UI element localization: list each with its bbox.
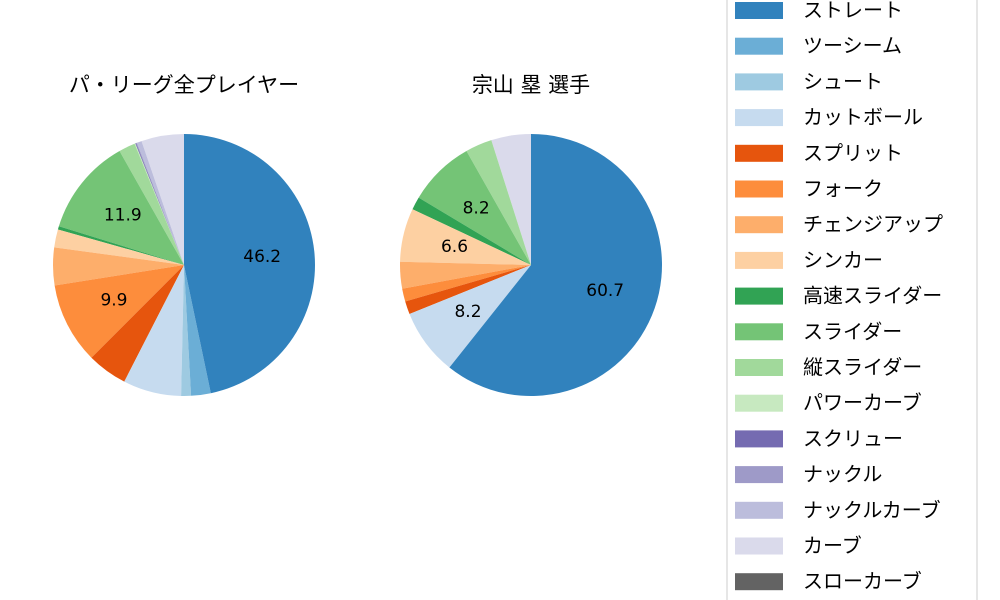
pie-slice-1-3 xyxy=(409,265,531,368)
legend-swatch-13 xyxy=(735,466,783,484)
pie-pct-label-0-9: 11.9 xyxy=(104,206,142,226)
legend-swatch-4 xyxy=(735,144,783,162)
legend-swatch-14 xyxy=(735,501,783,519)
legend-label-7: シンカー xyxy=(803,248,883,272)
legend-swatch-15 xyxy=(735,537,783,555)
legend-swatch-1 xyxy=(735,37,783,55)
pie-slice-1-4 xyxy=(405,265,531,314)
pie-slice-0-10 xyxy=(119,143,184,265)
pie-slice-0-11 xyxy=(134,143,184,265)
pie-slice-0-6 xyxy=(52,247,184,286)
legend-label-8: 高速スライダー xyxy=(803,284,942,308)
legend-label-13: ナックル xyxy=(803,462,882,486)
legend-swatch-16 xyxy=(735,573,783,591)
legend-swatch-8 xyxy=(735,287,783,305)
legend-label-0: ストレート xyxy=(803,0,903,22)
pie-slice-0-5 xyxy=(54,265,184,358)
pie-slice-0-9 xyxy=(58,150,184,265)
pie-slice-0-1 xyxy=(184,265,211,396)
pie-pct-label-1-9: 8.2 xyxy=(463,199,490,219)
legend-label-3: カットボール xyxy=(803,105,923,129)
legend-label-10: 縦スライダー xyxy=(803,355,922,379)
legend-swatch-2 xyxy=(735,73,783,91)
legend-label-11: パワーカーブ xyxy=(803,391,922,415)
legend-frame xyxy=(726,0,978,600)
legend-label-16: スローカーブ xyxy=(803,569,922,593)
pie-slice-0-7 xyxy=(54,229,185,265)
legend-swatch-10 xyxy=(735,359,783,376)
legend: ストレートツーシームシュートカットボールスプリットフォークチェンジアップシンカー… xyxy=(726,0,978,600)
legend-swatch-11 xyxy=(735,394,783,412)
pie-title-league: パ・リーグ全プレイヤー xyxy=(69,73,299,97)
legend-swatch-12 xyxy=(735,430,783,448)
legend-label-14: ナックルカーブ xyxy=(803,498,941,522)
pie-slice-1-7 xyxy=(400,209,531,265)
pie-slice-1-10 xyxy=(466,140,531,265)
legend-label-15: カーブ xyxy=(803,534,862,558)
pie-slice-0-14 xyxy=(136,141,184,265)
legend-label-5: フォーク xyxy=(803,177,883,201)
legend-swatch-6 xyxy=(735,216,783,234)
pie-slice-0-2 xyxy=(181,265,192,396)
legend-swatch-9 xyxy=(735,323,783,341)
pie-chart-player: 宗山 塁 選手 60.7 8.2 6.6 8.2 xyxy=(400,73,662,396)
legend-label-2: シュート xyxy=(803,69,883,93)
pie-slice-1-0 xyxy=(449,134,662,396)
pie-slice-0-0 xyxy=(184,134,316,394)
pie-chart-league: パ・リーグ全プレイヤー 46.2 9.9 11.9 xyxy=(52,73,316,396)
pie-slice-0-8 xyxy=(57,226,184,265)
pie-slice-1-6 xyxy=(400,261,531,289)
pie-pct-label-1-3: 8.2 xyxy=(454,302,481,322)
pie-slice-0-13 xyxy=(136,142,184,265)
pie-slice-1-8 xyxy=(412,197,531,265)
pie-slice-0-15 xyxy=(141,134,184,265)
legend-swatch-3 xyxy=(735,109,783,127)
legend-label-6: チェンジアップ xyxy=(803,212,943,236)
pie-pct-label-1-7: 6.6 xyxy=(441,237,468,257)
pie-pct-label-0-5: 9.9 xyxy=(100,291,127,311)
legend-swatch-7 xyxy=(735,251,783,269)
pie-pct-label-0-0: 46.2 xyxy=(243,247,281,267)
pie-slice-1-9 xyxy=(418,151,531,265)
pie-title-player: 宗山 塁 選手 xyxy=(472,73,590,97)
pie-slice-0-4 xyxy=(91,265,184,382)
legend-swatch-5 xyxy=(735,180,783,198)
legend-label-1: ツーシーム xyxy=(803,34,902,58)
pie-slice-1-5 xyxy=(402,265,531,302)
legend-label-12: スクリュー xyxy=(803,426,903,450)
pie-slice-0-12 xyxy=(135,143,184,265)
pie-slice-1-15 xyxy=(491,134,531,265)
pie-pct-label-1-0: 60.7 xyxy=(586,281,624,301)
legend-label-4: スプリット xyxy=(803,141,903,165)
pie-slice-0-3 xyxy=(124,265,184,396)
legend-label-9: スライダー xyxy=(803,319,902,343)
legend-swatch-0 xyxy=(735,2,783,19)
